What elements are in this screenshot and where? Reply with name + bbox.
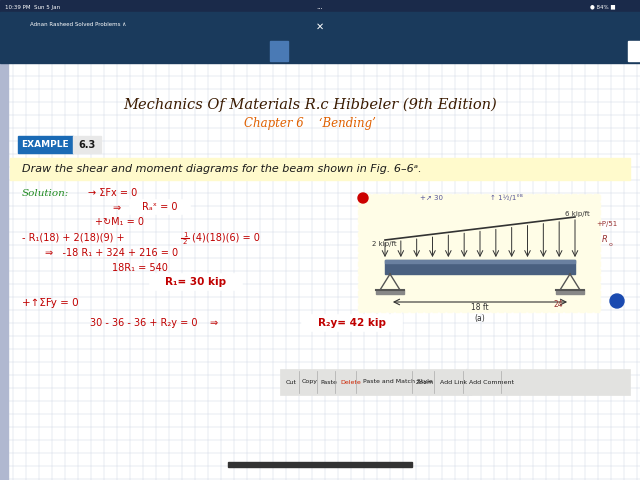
Bar	[0, 63, 640, 480]
Bar	[18, 136, 73, 153]
Text: 30 - 36 - 36 + R₂y = 0    ⇒: 30 - 36 - 36 + R₂y = 0 ⇒	[90, 318, 218, 328]
Text: R₂y= 42 kip: R₂y= 42 kip	[318, 318, 386, 328]
Text: Adnan Rasheed Solved Problems ∧: Adnan Rasheed Solved Problems ∧	[30, 23, 126, 27]
Text: R: R	[602, 235, 608, 244]
Bar	[376, 290, 404, 294]
Text: +↻M₁ = 0: +↻M₁ = 0	[95, 217, 144, 227]
Text: 6.3: 6.3	[78, 140, 95, 149]
Bar	[228, 462, 412, 467]
Bar	[385, 260, 575, 263]
Text: EXAMPLE: EXAMPLE	[21, 140, 69, 149]
Text: Mechanics Of Materials R.c Hibbeler (9th Edition): Mechanics Of Materials R.c Hibbeler (9th…	[123, 98, 497, 112]
Text: 18 ft: 18 ft	[471, 303, 489, 312]
Text: (a): (a)	[475, 314, 485, 323]
Text: Paste: Paste	[320, 380, 337, 384]
Text: ...: ...	[317, 4, 323, 10]
Text: 18R₁ = 540: 18R₁ = 540	[112, 263, 168, 273]
Text: +P/51: +P/51	[596, 221, 617, 227]
Bar	[0, 39, 640, 63]
Text: ⇒: ⇒	[112, 203, 120, 213]
Text: Paste and Match Style: Paste and Match Style	[363, 380, 433, 384]
Text: 2 kip/ft: 2 kip/ft	[372, 241, 397, 247]
Bar	[0, 12, 640, 39]
Text: R₁= 30 kip: R₁= 30 kip	[165, 277, 227, 287]
Text: Copy: Copy	[302, 380, 318, 384]
Text: o: o	[609, 242, 613, 247]
Text: ↑ 1½/1°ᴮ: ↑ 1½/1°ᴮ	[490, 194, 523, 201]
Text: 6 kip/ft: 6 kip/ft	[565, 211, 589, 217]
Bar	[358, 194, 600, 312]
Bar	[270, 41, 288, 61]
Text: 2: 2	[183, 239, 188, 244]
Text: Chapter 6    ‘Bending’: Chapter 6 ‘Bending’	[244, 117, 376, 130]
Bar	[10, 158, 630, 180]
Text: ⇒   -18 R₁ + 324 + 216 = 0: ⇒ -18 R₁ + 324 + 216 = 0	[45, 248, 178, 258]
Bar	[302, 315, 402, 331]
Text: 10:39 PM  Sun 5 Jan: 10:39 PM Sun 5 Jan	[5, 4, 60, 10]
Bar	[385, 260, 575, 274]
Text: ✕: ✕	[316, 22, 324, 32]
Text: → ΣFx = 0: → ΣFx = 0	[88, 188, 137, 198]
Text: ● 84% ■: ● 84% ■	[590, 4, 616, 10]
Text: (4)(18)(6) = 0: (4)(18)(6) = 0	[192, 233, 260, 243]
Text: +↑ΣFy = 0: +↑ΣFy = 0	[22, 298, 79, 308]
Circle shape	[610, 294, 624, 308]
Text: Delete: Delete	[340, 380, 361, 384]
Bar	[0, 0, 640, 12]
Circle shape	[358, 193, 368, 203]
Bar	[280, 369, 630, 395]
Text: Zoom: Zoom	[416, 380, 434, 384]
Text: Add Link: Add Link	[440, 380, 467, 384]
Text: Solution:: Solution:	[22, 189, 69, 197]
Bar	[73, 136, 101, 153]
Text: Cut: Cut	[286, 380, 297, 384]
Text: 1: 1	[183, 232, 188, 238]
Text: +↗ 30: +↗ 30	[420, 195, 443, 201]
Bar	[150, 274, 242, 290]
Bar	[556, 290, 584, 294]
Text: 24: 24	[553, 300, 563, 309]
Text: Add Comment: Add Comment	[469, 380, 514, 384]
Bar	[628, 41, 640, 61]
Text: Rₐˣ = 0: Rₐˣ = 0	[142, 202, 178, 212]
Bar	[0, 63, 8, 480]
Bar	[130, 200, 190, 214]
Polygon shape	[462, 369, 472, 395]
Text: Draw the shear and moment diagrams for the beam shown in Fig. 6–6ᵃ.: Draw the shear and moment diagrams for t…	[22, 165, 422, 175]
Text: - R₁(18) + 2(18)(9) +: - R₁(18) + 2(18)(9) +	[22, 233, 125, 243]
